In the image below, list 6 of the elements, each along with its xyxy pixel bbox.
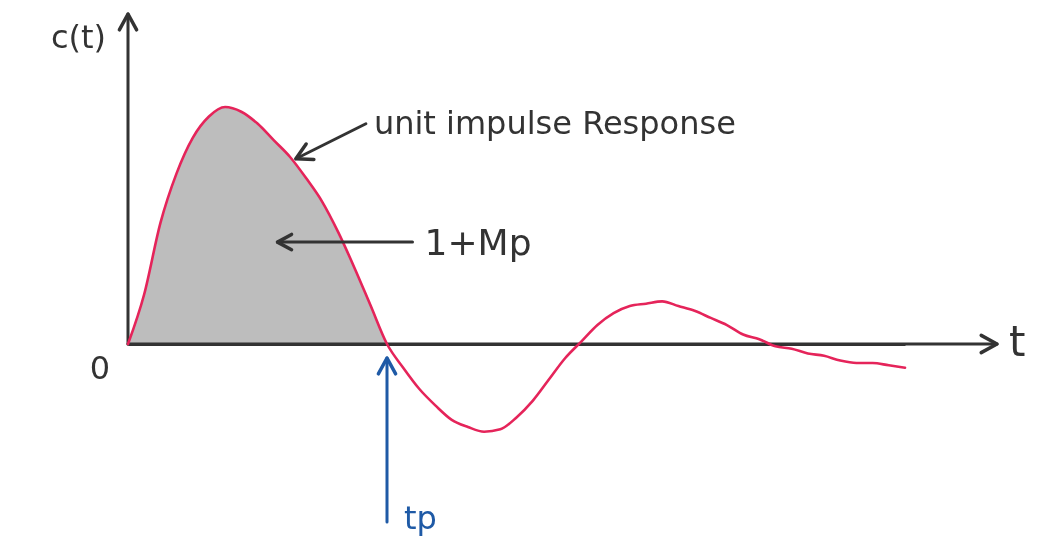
text: 0 [89, 349, 111, 387]
text: unit impulse Response [373, 103, 736, 142]
text: tp [404, 499, 437, 537]
series-label: 1+Mp [424, 222, 532, 264]
x-axis-title: t [1009, 317, 1026, 366]
y-axis-title: c(t) [50, 18, 106, 56]
